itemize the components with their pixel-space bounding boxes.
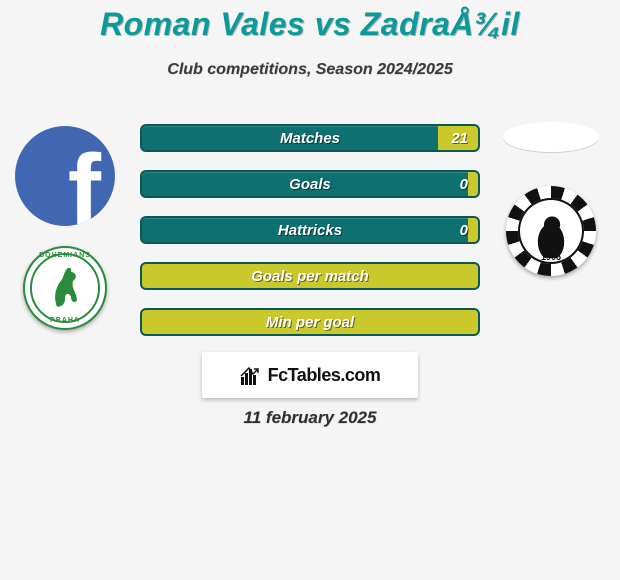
stat-bar-hattricks: Hattricks 0 [140,216,480,244]
facebook-icon[interactable] [15,126,115,226]
stat-bar-min-per-goal: Min per goal [140,308,480,336]
player-right-column: 1905 [496,122,606,276]
stat-label: Min per goal [142,310,478,334]
lion-silhouette-icon [524,204,578,258]
stat-bar-matches: Matches 21 [140,124,480,152]
club-badge-right[interactable]: 1905 [506,186,596,276]
page-title: Roman Vales vs ZadraÅ¾il [0,0,620,43]
stat-value: 0 [460,172,468,196]
page-subtitle: Club competitions, Season 2024/2025 [0,61,620,79]
snapshot-date: 11 february 2025 [0,408,620,428]
club-badge-right-year: 1905 [518,252,584,262]
player-left-column: BOHEMIANS PRAHA [10,126,120,330]
fctables-label: FcTables.com [268,365,381,386]
stat-label: Goals per match [142,264,478,288]
kangaroo-icon [47,263,83,309]
stat-bar-goals-per-match: Goals per match [140,262,480,290]
stat-bars: Matches 21 Goals 0 Hattricks 0 Goals per… [140,124,480,354]
comparison-card: Roman Vales vs ZadraÅ¾il Club competitio… [0,0,620,580]
bars-icon [240,364,262,386]
stat-label: Hattricks [142,218,478,242]
stat-label: Goals [142,172,478,196]
club-badge-left[interactable]: BOHEMIANS PRAHA [23,246,107,330]
stat-value: 0 [460,218,468,242]
fctables-badge[interactable]: FcTables.com [202,352,418,398]
club-badge-left-bottom: PRAHA [25,317,105,324]
stat-value: 21 [451,126,468,150]
stat-bar-goals: Goals 0 [140,170,480,198]
stat-label: Matches [142,126,478,150]
placeholder-oval-icon [503,122,599,152]
